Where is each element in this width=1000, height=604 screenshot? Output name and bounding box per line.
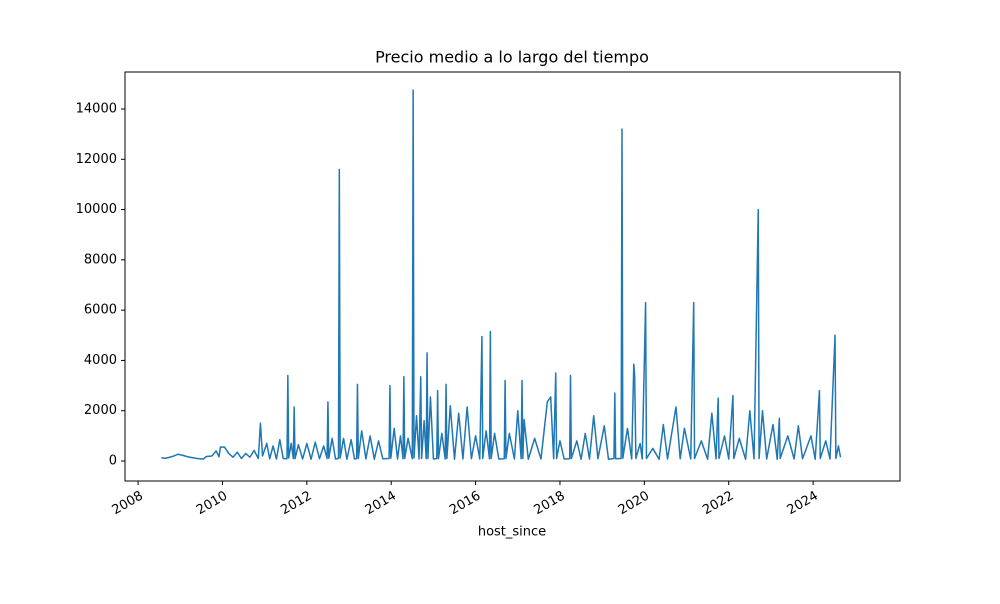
- x-tick-label: 2020: [616, 489, 652, 519]
- y-tick-label: 8000: [84, 252, 117, 267]
- line: [161, 89, 842, 460]
- chart-title: Precio medio a lo largo del tiempo: [375, 48, 649, 67]
- y-tick-label: 2000: [84, 403, 117, 418]
- x-axis-label: host_since: [478, 525, 546, 540]
- y-tick-label: 10000: [76, 202, 117, 217]
- x-tick-label: 2014: [363, 489, 399, 519]
- x-tick-label: 2008: [110, 489, 146, 519]
- y-tick-label: 4000: [84, 353, 117, 368]
- y-tick-label: 14000: [76, 101, 117, 116]
- x-tick-label: 2024: [785, 489, 821, 519]
- x-tick-label: 2012: [278, 489, 314, 519]
- y-tick-label: 12000: [76, 152, 117, 167]
- x-tick-label: 2018: [532, 489, 568, 519]
- plot-frame: [124, 71, 901, 482]
- x-tick-label: 2016: [447, 489, 483, 519]
- y-tick-label: 0: [109, 454, 117, 469]
- x-tick-label: 2022: [700, 489, 736, 519]
- y-tick-label: 6000: [84, 303, 117, 318]
- x-tick-label: 2010: [194, 489, 230, 519]
